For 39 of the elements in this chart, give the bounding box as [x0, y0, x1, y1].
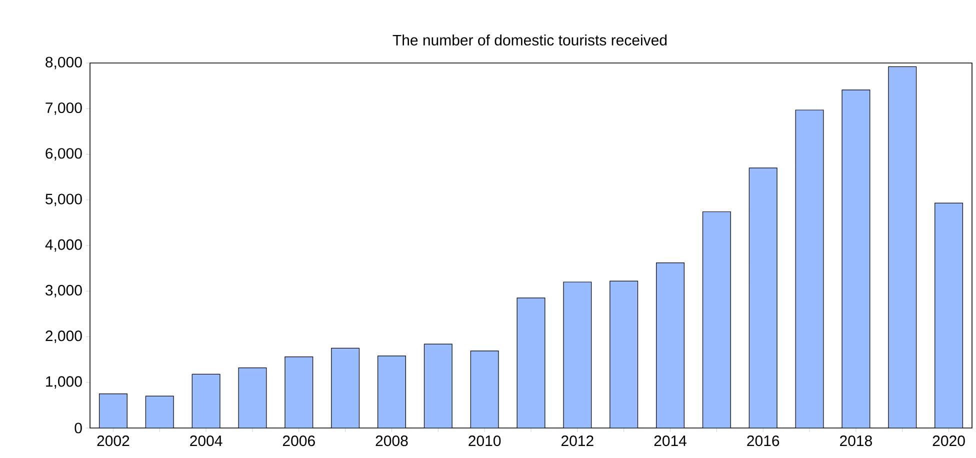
bar	[470, 350, 499, 428]
y-tick-label: 4,000	[45, 239, 82, 252]
x-tick-label: 2020	[932, 436, 965, 446]
x-tick-label: 2004	[190, 436, 222, 446]
chart-title: The number of domestic tourists received	[392, 34, 667, 46]
y-tick-label: 2,000	[46, 330, 82, 343]
x-tick-label: 2012	[561, 436, 594, 446]
bar	[842, 90, 870, 428]
y-tick-label: 5,000	[46, 194, 82, 206]
bar	[934, 202, 964, 428]
bar	[888, 66, 916, 428]
x-tick-label: 2008	[376, 436, 408, 446]
y-tick-label: 3,000	[46, 284, 82, 298]
x-tick-label: 2006	[282, 436, 315, 446]
bar	[424, 344, 452, 428]
bar	[702, 212, 731, 428]
y-tick-label: 7,000	[46, 102, 82, 115]
y-tick-label: 6,000	[46, 148, 82, 160]
bar	[796, 110, 824, 428]
bar	[564, 282, 592, 428]
bar	[284, 356, 313, 428]
x-tick-label: 2010	[468, 436, 501, 446]
bar	[192, 374, 220, 428]
x-tick-label: 2016	[747, 436, 780, 446]
bar	[238, 368, 266, 428]
bar	[331, 348, 360, 428]
x-tick-label: 2014	[654, 436, 687, 446]
bar	[656, 262, 684, 428]
bar	[146, 396, 174, 428]
y-tick-label: 0	[74, 422, 82, 434]
x-tick-label: 2002	[97, 436, 130, 446]
y-tick-label: 1,000	[46, 376, 82, 389]
bar	[610, 281, 638, 428]
bar	[517, 298, 545, 428]
y-tick-label: 8,000	[46, 56, 82, 70]
x-tick-label: 2018	[840, 436, 872, 446]
bar	[749, 168, 778, 428]
bar	[99, 394, 128, 428]
bar	[378, 356, 406, 428]
